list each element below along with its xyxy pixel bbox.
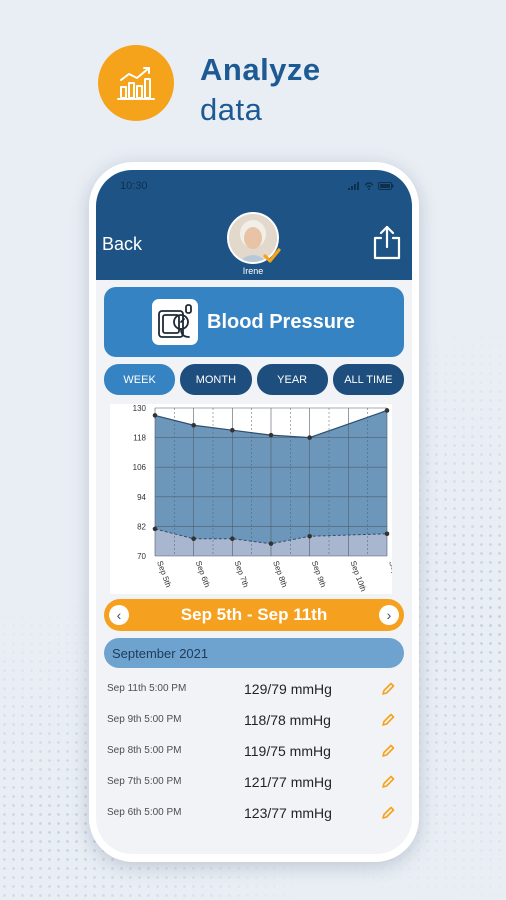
avatar[interactable] bbox=[227, 212, 279, 264]
data-point bbox=[152, 413, 158, 418]
reading-value: 123/77 mmHg bbox=[244, 804, 332, 821]
reading-row[interactable]: Sep 7th 5:00 PM 121/77 mmHg bbox=[96, 766, 412, 797]
tab-year[interactable]: YEAR bbox=[256, 364, 328, 395]
tab-week[interactable]: WEEK bbox=[104, 364, 176, 395]
status-time: 10:30 bbox=[120, 180, 148, 192]
x-tick-label: Sep 7th bbox=[232, 560, 250, 589]
app-header: 10:30 Back bbox=[96, 170, 412, 280]
reading-date: Sep 8th 5:00 PM bbox=[107, 745, 182, 756]
reading-row[interactable]: Sep 9th 5:00 PM 118/78 mmHg bbox=[96, 704, 412, 735]
y-tick-label: 94 bbox=[137, 493, 146, 502]
reading-date: Sep 6th 5:00 PM bbox=[107, 807, 182, 818]
promo-subtitle: data bbox=[200, 92, 263, 127]
y-tick-label: 118 bbox=[133, 434, 146, 443]
reading-date: Sep 11th 5:00 PM bbox=[107, 683, 187, 694]
data-point bbox=[384, 408, 390, 413]
pencil-icon[interactable] bbox=[381, 775, 395, 789]
reading-value: 121/77 mmHg bbox=[244, 773, 332, 790]
app-screen: 10:30 Back bbox=[96, 170, 412, 854]
metric-title: Blood Pressure bbox=[207, 310, 355, 333]
pencil-icon[interactable] bbox=[381, 806, 395, 820]
reading-row[interactable]: Sep 8th 5:00 PM 119/75 mmHg bbox=[96, 735, 412, 766]
x-tick-label: Sep 9th bbox=[310, 560, 328, 589]
pencil-icon[interactable] bbox=[381, 713, 395, 727]
y-tick-label: 130 bbox=[133, 404, 147, 413]
pencil-icon[interactable] bbox=[381, 682, 395, 696]
x-tick-label: Sep 10th bbox=[348, 560, 367, 593]
back-button[interactable]: Back bbox=[102, 234, 143, 254]
month-header: September 2021 bbox=[104, 638, 404, 668]
date-range-bar: Sep 5th - Sep 11th ‹ › bbox=[104, 599, 404, 631]
data-point bbox=[191, 422, 196, 428]
promo-title: Analyze bbox=[200, 52, 321, 87]
data-point bbox=[268, 432, 274, 438]
bar-chart-trend-icon bbox=[98, 45, 174, 121]
status-icons bbox=[348, 182, 394, 190]
user-name: Irene bbox=[242, 266, 264, 276]
y-tick-label: 82 bbox=[137, 522, 146, 531]
previous-week-button[interactable]: ‹ bbox=[109, 605, 129, 625]
x-tick-label: Sep 5th bbox=[155, 560, 173, 589]
pencil-icon[interactable] bbox=[381, 744, 395, 758]
tab-all-time[interactable]: ALL TIME bbox=[332, 364, 404, 395]
reading-row[interactable]: Sep 6th 5:00 PM 123/77 mmHg bbox=[96, 797, 412, 828]
reading-date: Sep 7th 5:00 PM bbox=[107, 776, 182, 787]
wifi-icon bbox=[364, 182, 374, 190]
reading-date: Sep 9th 5:00 PM bbox=[107, 714, 182, 725]
data-point bbox=[307, 435, 312, 440]
next-week-button[interactable]: › bbox=[379, 605, 399, 625]
y-tick-label: 106 bbox=[133, 463, 147, 472]
data-point bbox=[307, 533, 312, 539]
data-point bbox=[230, 536, 235, 542]
reading-row[interactable]: Sep 11th 5:00 PM 129/79 mmHg bbox=[96, 673, 412, 704]
checkmark-icon bbox=[263, 248, 281, 263]
data-point bbox=[152, 526, 158, 532]
reading-value: 119/75 mmHg bbox=[244, 742, 331, 759]
x-tick-label: Sep 8th bbox=[271, 560, 289, 589]
data-point bbox=[384, 531, 390, 537]
data-point bbox=[268, 541, 274, 546]
readings-list: Sep 11th 5:00 PM 129/79 mmHg Sep 9th 5:0… bbox=[96, 673, 412, 828]
reading-value: 129/79 mmHg bbox=[244, 680, 332, 697]
data-point bbox=[230, 427, 235, 433]
metric-card: Blood Pressure bbox=[104, 287, 404, 357]
reading-value: 118/78 mmHg bbox=[244, 711, 331, 728]
x-tick-label: Sep 11th bbox=[387, 560, 392, 593]
blood-pressure-monitor-icon bbox=[152, 299, 198, 345]
x-tick-label: Sep 6th bbox=[194, 560, 212, 589]
period-tabs: WEEK MONTH YEAR ALL TIME bbox=[104, 364, 404, 395]
battery-icon bbox=[378, 182, 394, 190]
blood-pressure-chart: 130 118 106 94 82 70 Sep 5th Sep 6th Sep 7th Sep … bbox=[110, 404, 406, 594]
signal-icon bbox=[348, 182, 359, 190]
share-icon[interactable] bbox=[372, 224, 402, 260]
date-range-label: Sep 5th - Sep 11th bbox=[180, 605, 328, 624]
data-point bbox=[191, 536, 196, 542]
y-tick-label: 70 bbox=[137, 552, 146, 561]
tab-month[interactable]: MONTH bbox=[180, 364, 252, 395]
